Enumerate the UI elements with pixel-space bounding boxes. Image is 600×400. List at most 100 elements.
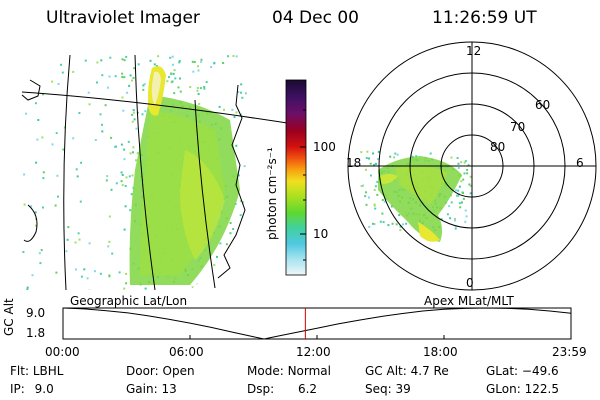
image-pixel	[241, 96, 244, 99]
altitude-chart-frame	[62, 307, 572, 340]
xtick-label-3: 18:00	[423, 345, 458, 359]
status-gain: Gain: 13	[126, 382, 177, 396]
image-pixel	[66, 238, 69, 241]
image-pixel	[362, 184, 365, 187]
image-pixel	[179, 90, 182, 93]
image-pixel	[369, 162, 372, 165]
image-pixel	[391, 222, 394, 225]
image-pixel	[374, 207, 377, 210]
image-pixel	[454, 227, 457, 230]
image-pixel	[110, 136, 113, 139]
image-pixel	[121, 58, 124, 61]
image-pixel	[227, 55, 230, 58]
image-pixel	[216, 255, 218, 258]
colorbar	[285, 79, 307, 276]
image-pixel	[368, 225, 371, 228]
status-door: Door: Open	[126, 364, 195, 378]
image-pixel	[200, 58, 203, 61]
image-pixel	[191, 60, 194, 63]
image-pixel	[80, 161, 83, 164]
chart-ytick-min: 1.8	[26, 326, 46, 340]
image-pixel	[88, 242, 91, 245]
image-pixel	[173, 69, 176, 72]
image-pixel	[399, 229, 402, 232]
image-pixel	[462, 197, 465, 200]
image-pixel	[144, 287, 147, 290]
image-pixel	[120, 171, 123, 174]
image-pixel	[197, 65, 199, 68]
image-pixel	[450, 201, 453, 204]
chart-ytick-max: 9.0	[26, 306, 46, 320]
image-pixel	[76, 175, 79, 178]
image-pixel	[368, 196, 370, 199]
image-pixel	[197, 69, 200, 72]
image-pixel	[405, 222, 408, 225]
image-pixel	[36, 138, 39, 141]
image-pixel	[129, 152, 132, 155]
image-pixel	[453, 219, 456, 222]
image-pixel	[101, 123, 103, 126]
instrument-title: Ultraviolet Imager	[46, 8, 200, 28]
image-pixel	[213, 263, 216, 266]
image-pixel	[372, 152, 374, 155]
image-pixel	[93, 270, 96, 273]
image-pixel	[34, 102, 37, 105]
image-pixel	[136, 152, 139, 155]
status-flt: Flt: LBHL	[10, 364, 64, 378]
image-pixel	[199, 87, 202, 90]
image-pixel	[464, 209, 467, 212]
image-pixel	[459, 206, 462, 209]
image-pixel	[121, 76, 124, 78]
image-pixel	[78, 112, 81, 114]
xtick-label-2: 12:00	[296, 345, 331, 359]
image-pixel	[106, 86, 109, 89]
image-pixel	[31, 274, 34, 277]
image-pixel	[132, 109, 135, 111]
image-pixel	[415, 155, 418, 158]
image-pixel	[62, 148, 65, 151]
image-pixel	[77, 232, 80, 235]
image-pixel	[40, 249, 43, 252]
image-pixel	[125, 176, 128, 179]
image-pixel	[132, 151, 134, 154]
mlat-label-70: 70	[510, 120, 526, 134]
image-pixel	[189, 86, 192, 88]
image-pixel	[61, 71, 64, 74]
image-pixel	[26, 286, 29, 289]
image-pixel	[429, 152, 432, 155]
image-pixel	[457, 189, 460, 192]
image-pixel	[126, 91, 129, 94]
image-pixel	[123, 228, 126, 231]
image-pixel	[464, 220, 467, 223]
date-label: 04 Dec 00	[272, 8, 359, 28]
image-pixel	[149, 59, 152, 62]
image-pixel	[133, 118, 136, 121]
image-pixel	[196, 283, 199, 286]
image-pixel	[123, 59, 126, 62]
image-pixel	[191, 286, 194, 289]
image-pixel	[99, 113, 102, 116]
image-pixel	[78, 238, 81, 241]
image-pixel	[192, 70, 195, 73]
image-pixel	[121, 184, 124, 187]
image-pixel	[243, 165, 246, 168]
image-pixel	[155, 65, 158, 68]
image-pixel	[171, 55, 174, 58]
image-pixel	[373, 204, 376, 207]
image-pixel	[75, 168, 78, 171]
image-pixel	[55, 271, 58, 274]
image-pixel	[229, 232, 232, 235]
image-pixel	[223, 285, 226, 288]
image-pixel	[108, 275, 111, 278]
image-pixel	[465, 215, 468, 218]
image-pixel	[88, 103, 91, 106]
image-pixel	[458, 202, 461, 205]
image-pixel	[65, 250, 68, 253]
image-pixel	[171, 80, 174, 83]
image-pixel	[131, 174, 134, 177]
image-pixel	[205, 81, 208, 84]
image-pixel	[96, 81, 98, 84]
image-pixel	[223, 108, 225, 111]
image-pixel	[365, 157, 368, 159]
image-pixel	[170, 72, 173, 75]
